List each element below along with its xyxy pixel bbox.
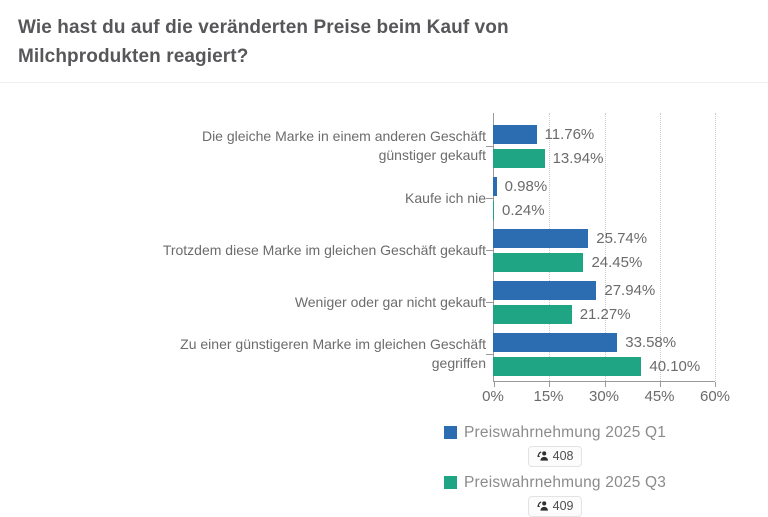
x-tick-label: 0% — [482, 387, 504, 405]
bar-series-1[interactable] — [493, 124, 537, 144]
respondent-count-badge-q3[interactable]: 409 — [527, 495, 583, 517]
category-label: Zu einer günstigeren Marke im gleichen G… — [180, 336, 486, 372]
bar-value-label: 11.76% — [544, 125, 595, 143]
bar-row: 33.58% — [493, 332, 763, 352]
x-tick-label: 60% — [699, 387, 731, 405]
legend-head-q1: Preiswahrnehmung 2025 Q1 — [444, 424, 666, 442]
chart-category-group: Kaufe ich nie 0.98% 0.24% — [0, 176, 768, 220]
x-tick-label: 45% — [644, 387, 675, 405]
gridline — [659, 112, 661, 381]
chart-category-group: Zu einer günstigeren Marke im gleichen G… — [0, 332, 768, 376]
x-axis-tick — [604, 381, 606, 387]
bar-series-2[interactable] — [493, 200, 494, 220]
bar-series-2[interactable] — [493, 252, 584, 272]
bar-value-label: 24.45% — [591, 253, 643, 271]
respondents-icon — [536, 450, 549, 462]
legend-item-q3[interactable]: Preiswahrnehmung 2025 Q3 409 — [444, 474, 666, 517]
x-axis-tick — [659, 381, 661, 387]
chart-category-group: Die gleiche Marke in einem anderen Gesch… — [0, 124, 768, 168]
category-axis-tick — [486, 145, 493, 147]
bar-value-label: 40.10% — [649, 357, 701, 375]
legend-swatch-q3 — [444, 476, 457, 490]
bar-value-label: 0.24% — [502, 201, 545, 219]
bar-row: 25.74% — [493, 228, 763, 248]
plot-bars: Die gleiche Marke in einem anderen Gesch… — [0, 113, 768, 382]
bar-row: 11.76% — [493, 124, 763, 144]
category-axis-tick — [486, 301, 493, 303]
bar-row: 40.10% — [493, 356, 763, 376]
x-axis-tick — [549, 381, 551, 387]
respondents-icon — [536, 500, 549, 512]
x-axis-tick — [494, 381, 495, 387]
chart-header: Wie hast du auf die veränderten Preise b… — [0, 0, 768, 83]
bar-row: 0.98% — [493, 176, 763, 196]
category-label: Die gleiche Marke in einem anderen Gesch… — [201, 128, 486, 164]
bar-chart: Die gleiche Marke in einem anderen Gesch… — [0, 112, 768, 408]
x-axis-tick — [715, 381, 716, 387]
bar-series-1[interactable] — [493, 176, 497, 196]
legend-head-q3: Preiswahrnehmung 2025 Q3 — [444, 474, 666, 492]
chart-category-group: Trotzdem diese Marke im gleichen Geschäf… — [0, 228, 768, 272]
bar-row: 24.45% — [493, 252, 763, 272]
respondent-count-q3: 409 — [552, 498, 574, 513]
legend-label-q1: Preiswahrnehmung 2025 Q1 — [464, 423, 667, 441]
category-label: Weniger oder gar nicht gekauft — [294, 293, 486, 310]
bar-series-1[interactable] — [493, 228, 589, 248]
x-tick-label: 15% — [533, 387, 564, 405]
gridline — [604, 112, 606, 381]
category-label: Trotzdem diese Marke im gleichen Geschäf… — [162, 241, 486, 258]
legend-label-q3: Preiswahrnehmung 2025 Q3 — [464, 473, 667, 491]
bar-value-label: 0.98% — [504, 177, 548, 195]
bar-series-1[interactable] — [493, 280, 597, 300]
bar-value-label: 13.94% — [552, 149, 604, 167]
legend-item-q1[interactable]: Preiswahrnehmung 2025 Q1 408 — [444, 424, 666, 467]
x-axis-labels: 0% 15% 30% 45% 60% — [0, 388, 768, 408]
chart-category-group: Weniger oder gar nicht gekauft 27.94% 21.2… — [0, 280, 768, 324]
bar-row: 27.94% — [493, 280, 763, 300]
legend-swatch-q1 — [444, 426, 457, 440]
bar-series-2[interactable] — [493, 304, 572, 324]
x-tick-label: 30% — [588, 387, 620, 405]
bar-row: 13.94% — [493, 148, 763, 168]
chart-legend: Preiswahrnehmung 2025 Q1 408 Preiswahrne… — [444, 424, 768, 517]
category-axis-tick — [486, 353, 493, 355]
category-axis-tick — [486, 249, 493, 251]
bar-series-2[interactable] — [493, 356, 642, 376]
bar-series-1[interactable] — [493, 332, 618, 352]
bar-value-label: 33.58% — [625, 333, 677, 351]
bar-series-2[interactable] — [493, 148, 545, 168]
category-axis-tick — [486, 197, 493, 199]
bar-row: 21.27% — [493, 304, 763, 324]
respondent-count-q1: 408 — [552, 448, 574, 463]
bar-row: 0.24% — [493, 200, 763, 220]
category-label: Kaufe ich nie — [405, 189, 486, 206]
bar-value-label: 27.94% — [604, 281, 656, 299]
gridline — [715, 112, 716, 381]
bar-value-label: 21.27% — [579, 305, 631, 323]
bar-value-label: 25.74% — [596, 229, 648, 247]
respondent-count-badge-q1[interactable]: 408 — [527, 445, 583, 467]
chart-title: Wie hast du auf die veränderten Preise b… — [18, 17, 509, 68]
